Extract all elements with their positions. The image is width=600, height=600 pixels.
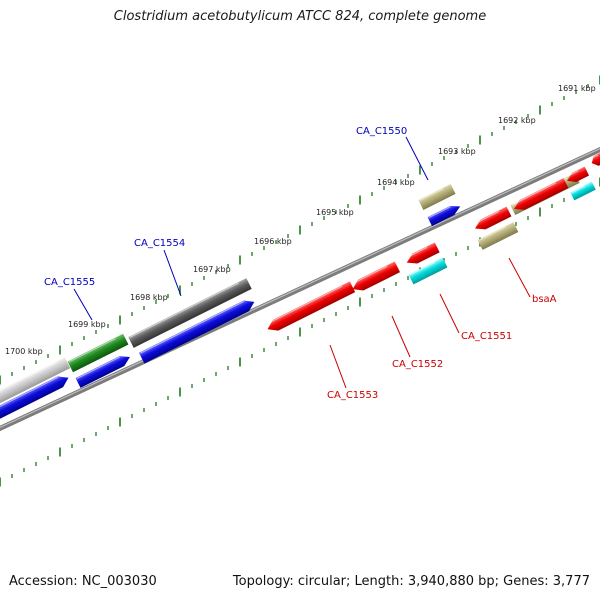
gene-label-ca-c1552: CA_C1552 xyxy=(392,359,443,370)
gene-cyan-upper-right xyxy=(570,181,596,201)
gene-red-ca-c1552-body xyxy=(352,261,401,291)
gene-blue-2-shine xyxy=(76,356,121,379)
gene-blue-2-body xyxy=(75,356,130,388)
genome-title: Clostridium acetobutylicum ATCC 824, com… xyxy=(113,9,487,24)
gene-red-edge-shine xyxy=(590,154,599,160)
gene-cyan-ca-c1551 xyxy=(408,257,448,285)
leader-ca-c1551 xyxy=(439,293,460,334)
gene-red-edge xyxy=(590,151,600,166)
gene-red-ca-c1553 xyxy=(265,281,356,331)
gene-green-ca-c1555 xyxy=(67,333,129,373)
gene-red-bsaa xyxy=(512,178,569,210)
gene-red-ca-c1551 xyxy=(405,242,440,264)
scale-label-1700: 1700 kbp xyxy=(5,347,43,356)
gene-label-ca-c1553: CA_C1553 xyxy=(327,390,378,401)
gene-label-ca-c1555: CA_C1555 xyxy=(44,277,95,288)
label-leader-lines xyxy=(73,136,531,389)
scale-label-1697: 1697 kbp xyxy=(193,265,231,274)
gene-label-ca-c1554: CA_C1554 xyxy=(134,238,185,249)
gene-green-ca-c1555-shine xyxy=(68,338,116,363)
backbone-line xyxy=(0,146,600,432)
gene-red-ca-c1552 xyxy=(351,261,401,291)
gene-red-edge-body xyxy=(591,151,600,166)
topology-text: Topology: circular; Length: 3,940,880 bp… xyxy=(232,574,590,589)
gene-light-gray-fragment-shine xyxy=(0,361,58,401)
scale-label-1696: 1696 kbp xyxy=(254,237,292,246)
gene-red-bsaa-body xyxy=(514,178,569,210)
gene-features xyxy=(0,151,600,422)
leader-ca-c1550 xyxy=(405,136,429,181)
scale-label-1695: 1695 kbp xyxy=(316,208,354,217)
genome-backbone xyxy=(0,146,600,432)
gene-dark-gray-ca-c1554 xyxy=(128,278,252,348)
gene-khaki-ca-c1550 xyxy=(418,184,456,210)
gene-red-ca-c1551-body xyxy=(406,242,440,264)
gene-khaki-bsaa xyxy=(477,222,519,250)
gene-blue-ca-c1554 xyxy=(138,300,255,364)
gene-labels: CA_C1550 CA_C1554 CA_C1555 bsaA CA_C1551… xyxy=(44,126,557,401)
gene-blue-ca-c1554-body xyxy=(138,300,255,364)
gene-red-mid xyxy=(473,206,512,230)
gene-red-small-shine xyxy=(566,170,579,178)
gene-label-ca-c1551: CA_C1551 xyxy=(461,331,512,342)
gene-red-small xyxy=(566,166,590,182)
accession-text: Accession: NC_003030 xyxy=(9,574,157,589)
gene-label-bsaa: bsaA xyxy=(532,294,557,305)
scale-label-1692: 1692 kbp xyxy=(498,116,536,125)
gene-red-small-body xyxy=(567,166,590,182)
gene-blue-ca-c1554-shine xyxy=(140,300,245,354)
gene-red-ca-c1553-body xyxy=(267,281,356,331)
scale-labels: 1691 kbp 1692 kbp 1693 kbp 1694 kbp 1695… xyxy=(5,84,596,356)
scale-label-1699: 1699 kbp xyxy=(68,320,106,329)
gene-cyan-ca-c1551-body xyxy=(408,257,448,285)
gene-blue-1-shine xyxy=(0,376,59,412)
scale-label-1691: 1691 kbp xyxy=(558,84,596,93)
leader-ca-c1555 xyxy=(73,288,93,321)
gene-blue-ca-c1550-shine xyxy=(428,206,451,219)
leader-bsaa xyxy=(508,257,531,298)
gene-cyan-ca-c1551-shine xyxy=(409,262,436,276)
gene-blue-ca-c1550 xyxy=(427,205,461,227)
gene-khaki-ca-c1550-body xyxy=(418,184,456,210)
gene-dark-gray-ca-c1554-body xyxy=(128,278,252,348)
scale-label-1698: 1698 kbp xyxy=(130,293,168,302)
scale-ticks xyxy=(0,75,600,487)
gene-label-ca-c1550: CA_C1550 xyxy=(356,126,407,137)
gene-cyan-upper-right-body xyxy=(570,181,596,201)
scale-label-1693: 1693 kbp xyxy=(438,147,476,156)
gene-light-gray-fragment xyxy=(0,357,71,411)
gene-blue-2 xyxy=(75,356,130,388)
gene-khaki-ca-c1550-shine xyxy=(419,188,444,202)
backbone-highlight xyxy=(0,147,600,429)
leader-ca-c1554 xyxy=(163,249,182,297)
scale-label-1694: 1694 kbp xyxy=(377,178,415,187)
leader-ca-c1553 xyxy=(329,344,347,389)
gene-red-ca-c1553-shine xyxy=(265,285,343,325)
gene-dark-gray-ca-c1554-shine xyxy=(129,282,239,339)
gene-blue-ca-c1550-body xyxy=(427,205,461,227)
gene-red-mid-body xyxy=(475,206,512,230)
gene-red-bsaa-shine xyxy=(512,182,557,205)
gene-khaki-bsaa-body xyxy=(477,222,519,250)
gene-khaki-bsaa-shine xyxy=(478,226,507,241)
gene-blue-1-body xyxy=(0,376,69,422)
gene-green-ca-c1555-body xyxy=(67,333,129,373)
gene-light-gray-fragment-body xyxy=(0,357,71,411)
gene-red-ca-c1551-shine xyxy=(405,246,428,259)
gene-red-ca-c1552-shine xyxy=(351,265,388,285)
gene-blue-1 xyxy=(0,376,69,422)
leader-ca-c1552 xyxy=(391,315,411,358)
gene-red-mid-shine xyxy=(473,211,500,225)
gene-cyan-upper-right-shine xyxy=(571,185,585,194)
